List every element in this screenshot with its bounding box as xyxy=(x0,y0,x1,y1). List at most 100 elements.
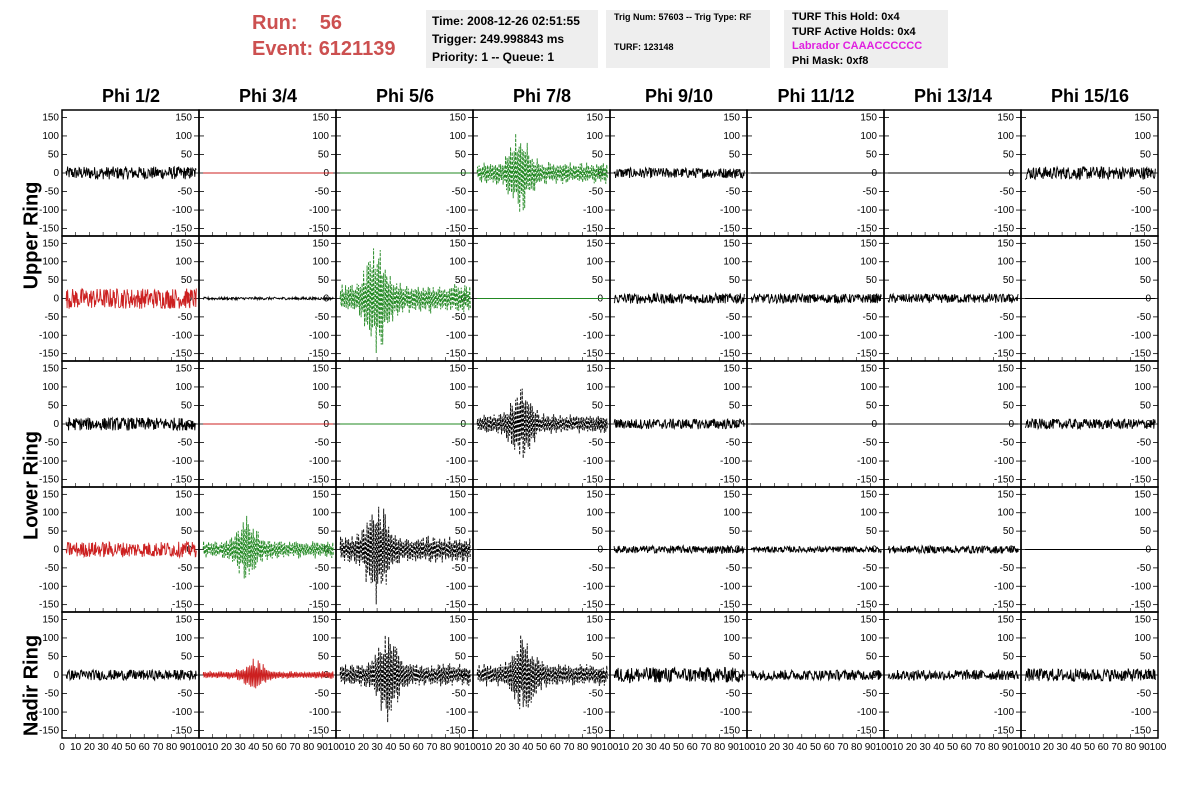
y-tick-label: -150 xyxy=(172,726,192,737)
x-tick-label: 50 xyxy=(947,742,959,753)
y-tick-label: -100 xyxy=(446,707,466,718)
y-tick-label: 0 xyxy=(1008,419,1014,430)
y-tick-label: 50 xyxy=(455,651,467,662)
y-tick-label: -50 xyxy=(1000,563,1015,574)
y-tick-label: -50 xyxy=(178,187,193,198)
x-tick-label: 20 xyxy=(906,742,918,753)
panel-r1-c7: 150 100 50 0 -50 -100 -150 xyxy=(1020,235,1159,362)
y-tick-label: 150 xyxy=(449,238,466,249)
y-tick-label: -50 xyxy=(1000,312,1015,323)
y-tick-label: -50 xyxy=(1137,563,1152,574)
y-tick-label: 150 xyxy=(586,489,603,500)
y-tick-label: 150 xyxy=(586,363,603,374)
y-tick-label: -100 xyxy=(309,581,329,592)
y-tick-label: 100 xyxy=(175,257,192,268)
y-tick-label: 150 xyxy=(1134,614,1151,625)
waveform-trace xyxy=(476,388,608,459)
y-tick-label: -50 xyxy=(315,312,330,323)
y-tick-label: -150 xyxy=(446,600,466,611)
y-tick-label: 150 xyxy=(175,489,192,500)
y-tick-label: -50 xyxy=(863,689,878,700)
column-header-phi-5-6: Phi 5/6 xyxy=(375,86,435,106)
event-label: Event: xyxy=(252,38,314,60)
y-tick-label-left: 150 xyxy=(42,112,59,123)
x-tick-label: 10 xyxy=(207,742,219,753)
waveform-trace xyxy=(750,668,882,682)
y-tick-label: 100 xyxy=(449,257,466,268)
x-tick-label: 100 xyxy=(1150,742,1167,753)
y-tick-label-left: 50 xyxy=(48,275,60,286)
y-tick-label: -150 xyxy=(857,726,877,737)
waveform-trace xyxy=(339,635,471,723)
x-tick-label: 40 xyxy=(1070,742,1082,753)
x-tick-label: 80 xyxy=(166,742,178,753)
x-tick-label: 70 xyxy=(426,742,438,753)
run-event-box: Run: 56 Event: 6121139 xyxy=(252,10,395,62)
y-tick-label: 50 xyxy=(318,651,330,662)
y-tick-label: 100 xyxy=(1134,508,1151,519)
y-tick-label: 100 xyxy=(312,382,329,393)
waveform-trace xyxy=(65,287,197,309)
y-tick-label: 150 xyxy=(449,489,466,500)
y-tick-label: 100 xyxy=(586,257,603,268)
y-tick-label: -50 xyxy=(315,438,330,449)
y-tick-label: -150 xyxy=(994,726,1014,737)
y-tick-label: 150 xyxy=(860,363,877,374)
y-tick-label-left: -100 xyxy=(39,707,59,718)
y-tick-label: -100 xyxy=(720,707,740,718)
x-tick-label: 100 xyxy=(465,742,482,753)
y-tick-label: 50 xyxy=(729,275,741,286)
x-tick-label: 10 xyxy=(70,742,82,753)
y-tick-label: 100 xyxy=(997,382,1014,393)
y-tick-label-left: 100 xyxy=(42,131,59,142)
x-tick-label: 20 xyxy=(1043,742,1055,753)
y-tick-label: -150 xyxy=(994,475,1014,486)
x-tick-label: 70 xyxy=(837,742,849,753)
y-tick-label: 50 xyxy=(866,651,878,662)
y-tick-label: -100 xyxy=(857,581,877,592)
y-tick-label: -150 xyxy=(583,475,603,486)
y-tick-label: -150 xyxy=(309,224,329,235)
y-tick-label: 150 xyxy=(312,363,329,374)
x-tick-label: 40 xyxy=(659,742,671,753)
x-tick-label: 100 xyxy=(602,742,619,753)
y-tick-label: 0 xyxy=(323,168,329,179)
x-tick-label: 40 xyxy=(385,742,397,753)
column-header-phi-3-4: Phi 3/4 xyxy=(238,86,298,106)
y-tick-label: -50 xyxy=(589,312,604,323)
panel-r0-c6: 150 100 50 0 -50 -100 -150 xyxy=(883,109,1022,237)
y-tick-label: -100 xyxy=(857,456,877,467)
x-tick-label: 100 xyxy=(876,742,893,753)
y-tick-label: -150 xyxy=(583,726,603,737)
x-tick-label: 20 xyxy=(84,742,96,753)
y-tick-label: 50 xyxy=(1140,651,1152,662)
y-tick-label: -100 xyxy=(1131,581,1151,592)
y-tick-label: -50 xyxy=(1000,438,1015,449)
y-tick-label: -50 xyxy=(1137,438,1152,449)
x-tick-label: 90 xyxy=(317,742,329,753)
y-tick-label: 100 xyxy=(860,257,877,268)
waveform-trace xyxy=(339,506,471,605)
panel-r2-c1: 150 100 50 0 -50 -100 -150 xyxy=(198,360,337,488)
y-tick-label: 100 xyxy=(449,508,466,519)
y-tick-label-left: -100 xyxy=(39,205,59,216)
y-tick-label: -50 xyxy=(452,438,467,449)
y-tick-label: -100 xyxy=(309,456,329,467)
waveform-trace xyxy=(613,666,745,684)
y-tick-label: 0 xyxy=(460,419,466,430)
y-tick-label: 150 xyxy=(723,489,740,500)
y-tick-label: -150 xyxy=(446,726,466,737)
y-tick-label: -50 xyxy=(863,563,878,574)
y-tick-label: 50 xyxy=(1140,400,1152,411)
panel-r2-c2: 150 100 50 0 -50 -100 -150 xyxy=(335,360,474,488)
y-tick-label: -150 xyxy=(720,349,740,360)
x-tick-label: 70 xyxy=(152,742,164,753)
x-tick-label: 90 xyxy=(865,742,877,753)
y-tick-label: -150 xyxy=(172,600,192,611)
y-tick-label: 100 xyxy=(449,131,466,142)
